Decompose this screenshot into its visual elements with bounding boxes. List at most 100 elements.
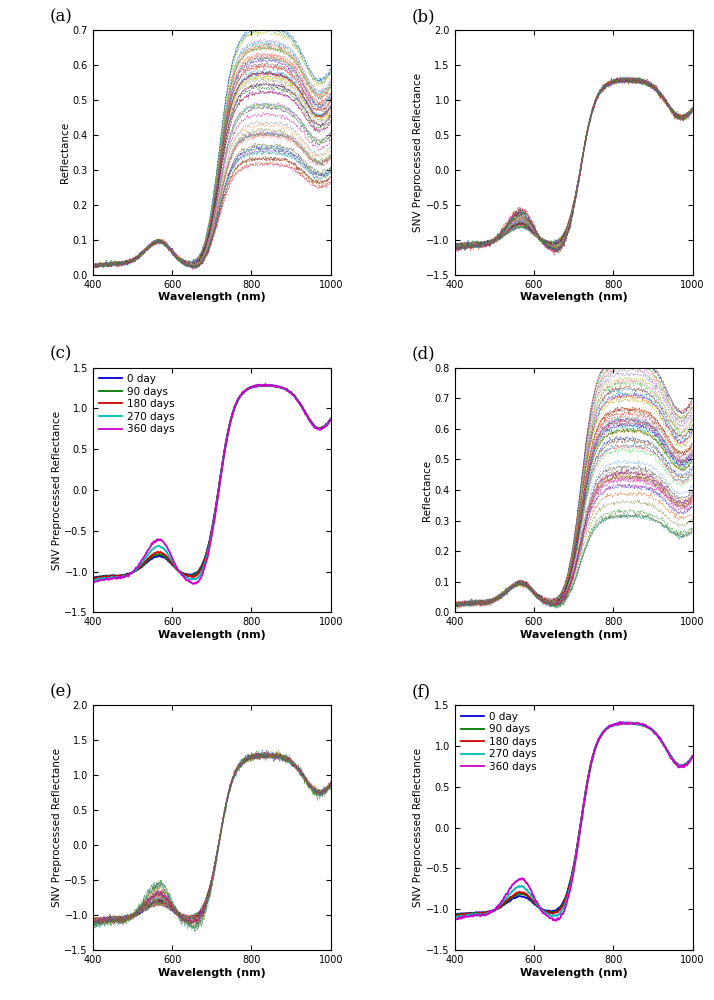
180 days [231,400,240,412]
270 days [667,751,675,763]
90 days [451,910,459,922]
270 days [451,913,459,925]
Line: 90 days: 90 days [93,385,331,578]
Text: (e): (e) [50,683,73,700]
90 days [451,909,460,921]
Line: 180 days: 180 days [93,385,331,579]
360 days [653,729,661,741]
360 days [688,750,697,762]
0 day [91,572,100,584]
270 days [652,728,660,740]
180 days [452,909,461,921]
Legend: 0 day, 90 days, 180 days, 270 days, 360 days: 0 day, 90 days, 180 days, 270 days, 360 … [98,373,176,435]
X-axis label: Wavelength (nm): Wavelength (nm) [158,968,266,978]
360 days [668,753,676,765]
270 days [596,731,605,743]
180 days [688,751,697,763]
0 day [451,909,459,921]
0 day [89,571,98,583]
Text: (c): (c) [50,346,72,363]
180 days [306,414,314,426]
Line: 180 days: 180 days [455,723,693,916]
Y-axis label: SNV Preprocessed Reflectance: SNV Preprocessed Reflectance [51,410,61,570]
0 day [596,731,605,743]
0 day [230,401,238,413]
270 days [231,400,240,412]
Line: 0 day: 0 day [455,723,693,915]
90 days [652,728,660,740]
0 day [231,400,240,412]
Line: 0 day: 0 day [93,385,331,578]
90 days [305,414,313,426]
0 day [451,908,460,920]
0 day [235,392,243,404]
270 days [306,415,314,427]
Text: (d): (d) [412,346,436,363]
180 days [623,717,632,729]
X-axis label: Wavelength (nm): Wavelength (nm) [520,292,628,302]
0 day [624,717,633,729]
180 days [653,729,661,741]
90 days [230,402,238,414]
180 days [451,909,459,921]
180 days [592,739,600,751]
180 days [89,573,98,585]
270 days [90,574,99,586]
Line: 90 days: 90 days [455,723,693,916]
Y-axis label: SNV Preprocessed Reflectance: SNV Preprocessed Reflectance [51,748,61,907]
90 days [89,572,97,584]
360 days [235,392,243,404]
360 days [188,578,197,590]
Legend: 0 day, 90 days, 180 days, 270 days, 360 days: 0 day, 90 days, 180 days, 270 days, 360 … [460,711,538,773]
0 day [89,571,97,583]
360 days [593,738,601,750]
180 days [593,737,601,749]
360 days [89,576,97,588]
180 days [89,573,97,585]
90 days [290,390,298,402]
270 days [592,739,600,751]
180 days [597,729,605,741]
270 days [230,401,238,413]
270 days [326,413,335,425]
180 days [326,413,335,425]
90 days [592,739,600,751]
360 days [451,913,460,925]
Line: 360 days: 360 days [93,384,331,584]
180 days [291,391,299,403]
360 days [326,414,335,426]
X-axis label: Wavelength (nm): Wavelength (nm) [158,292,266,302]
90 days [326,412,335,424]
0 day [256,379,264,391]
270 days [620,716,628,728]
Line: 270 days: 270 days [455,722,693,919]
270 days [260,379,268,391]
360 days [231,400,240,412]
270 days [291,391,299,403]
0 day [652,727,660,739]
90 days [627,717,635,729]
270 days [235,391,243,403]
180 days [90,573,99,585]
360 days [230,402,238,414]
360 days [597,730,605,742]
270 days [591,741,600,753]
0 day [291,391,299,403]
180 days [230,401,238,413]
360 days [306,416,314,428]
180 days [235,392,243,404]
180 days [451,910,460,922]
90 days [261,379,269,391]
360 days [261,378,270,390]
360 days [592,739,600,751]
90 days [229,404,238,416]
Text: (f): (f) [412,683,431,700]
Text: (a): (a) [50,8,73,25]
180 days [668,752,676,764]
360 days [291,390,299,402]
X-axis label: Wavelength (nm): Wavelength (nm) [520,968,628,978]
0 day [591,742,600,754]
270 days [89,574,97,586]
360 days [451,913,459,925]
90 days [596,731,605,743]
